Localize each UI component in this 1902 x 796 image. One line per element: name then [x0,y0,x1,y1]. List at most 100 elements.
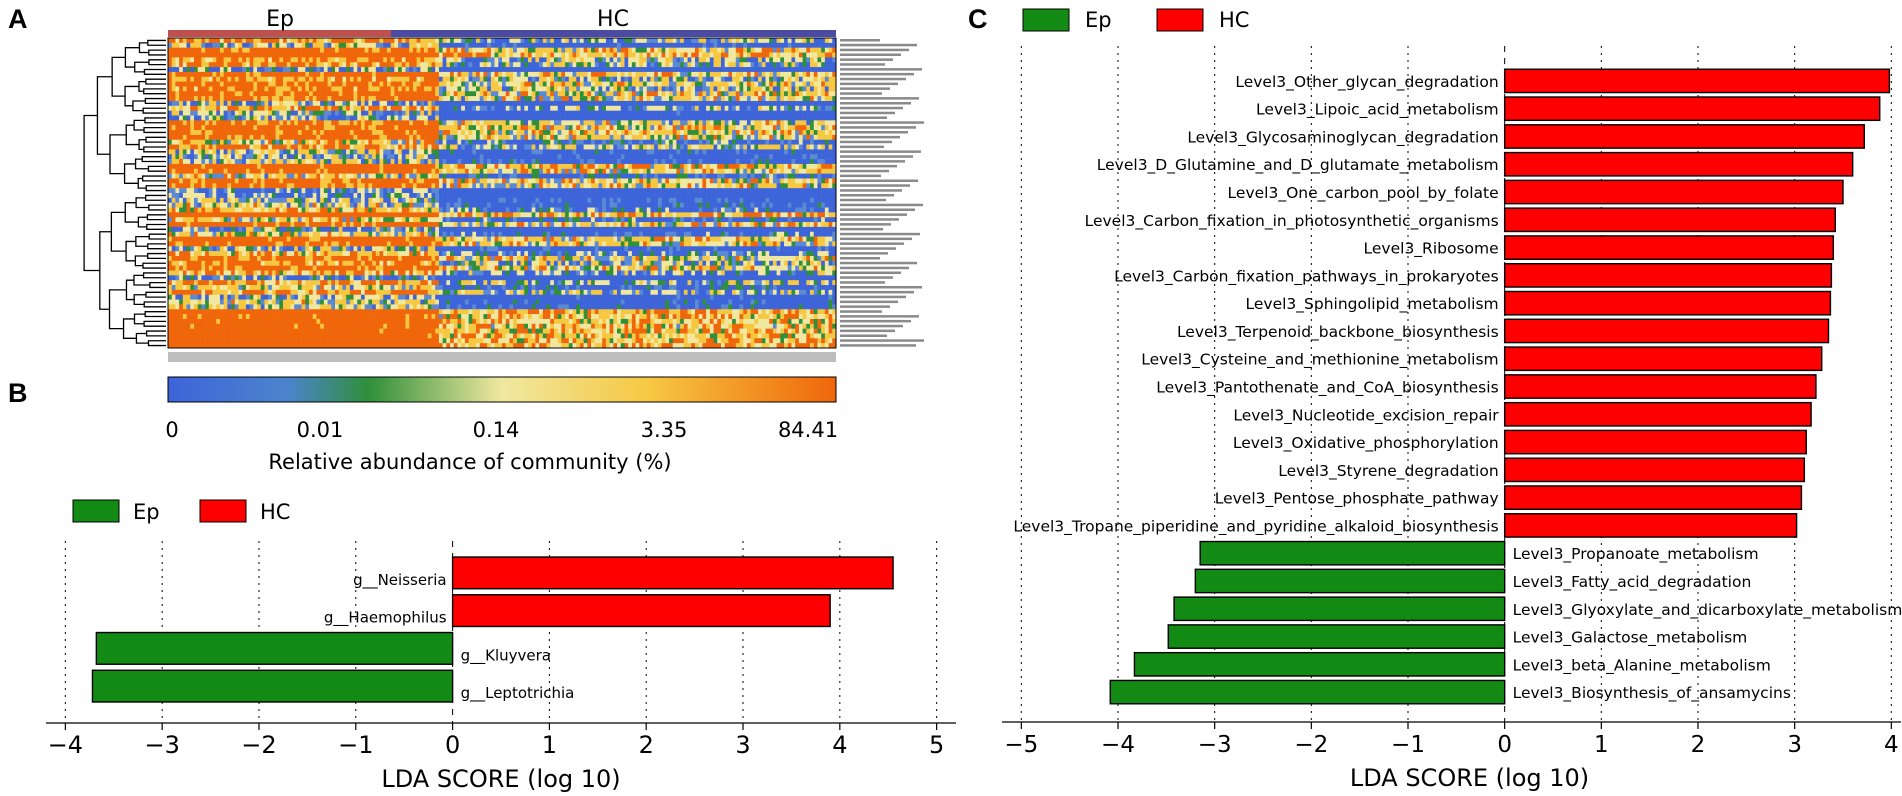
heatmap-cell [450,159,455,165]
heatmap-cell [335,47,340,53]
heatmap-cell [546,105,551,111]
heatmap-cell [717,125,722,131]
heatmap-cell [628,96,633,102]
heatmap-cell [416,154,421,160]
heatmap-cell [676,42,681,48]
heatmap-cell [735,42,740,48]
heatmap-cell [598,149,603,155]
heatmap-cell [787,96,792,102]
heatmap-cell [472,38,477,44]
heatmap-cell [628,130,633,136]
heatmap-cell [375,163,380,170]
heatmap-cell [520,105,525,111]
heatmap-cell [669,144,674,150]
heatmap-cell [765,71,770,78]
heatmap-cell [605,57,610,63]
heatmap-cell [182,76,187,82]
heatmap-cell [631,139,636,145]
heatmap-cell [479,159,484,165]
heatmap-cell [535,67,540,73]
heatmap-cell [561,134,566,141]
heatmap-cell [249,71,254,78]
heatmap-cell [320,130,325,136]
heatmap-cell [817,42,822,48]
heatmap-cell [527,130,532,136]
heatmap-cell [683,100,688,107]
heatmap-cell [791,62,796,68]
heatmap-cell [635,105,640,111]
heatmap-cell [498,149,503,155]
heatmap-cell [453,154,458,160]
heatmap-cell [275,105,280,111]
heatmap-cell [331,154,336,160]
heatmap-cell [420,105,425,111]
heatmap-cell [576,134,581,141]
heatmap-cell [190,42,195,48]
heatmap-cell [372,115,377,121]
heatmap-cell [201,38,206,44]
heatmap-cell [810,96,815,102]
heatmap-cell [746,38,751,44]
heatmap-cell [524,81,529,87]
heatmap-cell [420,134,425,141]
heatmap-cell [357,81,362,87]
heatmap-cell [724,52,729,58]
heatmap-cell [346,139,351,145]
heatmap-cell [316,163,321,170]
heatmap-cell [409,76,414,82]
heatmap-cell [412,139,417,145]
heatmap-cell [342,81,347,87]
heatmap-cell [398,110,403,116]
heatmap-cell [735,100,740,107]
heatmap-cell [490,154,495,160]
heatmap-cell [227,47,232,53]
heatmap-cell [186,38,191,44]
heatmap-cell [598,120,603,126]
heatmap-cell [427,76,432,82]
heatmap-cell [646,105,651,111]
heatmap-cell [706,81,711,87]
heatmap-cell [702,149,707,155]
heatmap-cell [591,154,596,160]
heatmap-cell [709,105,714,111]
heatmap-cell [197,96,202,102]
heatmap-cell [357,42,362,48]
heatmap-cell [257,52,262,58]
heatmap-cell [260,57,265,63]
heatmap-cell [316,159,321,165]
heatmap-cell [398,52,403,58]
heatmap-cell [412,52,417,58]
heatmap-cell [698,163,703,170]
heatmap-cell [398,96,403,102]
heatmap-cell [468,57,473,63]
heatmap-cell [828,149,833,155]
heatmap-cell [201,105,206,111]
heatmap-cell [227,67,232,73]
heatmap-cell [724,81,729,87]
heatmap-cell [249,139,254,145]
heatmap-cell [743,159,748,165]
heatmap-cell [476,57,481,63]
heatmap-cell [594,67,599,73]
heatmap-cell [360,125,365,131]
heatmap-cell [754,120,759,126]
heatmap-cell [390,168,395,174]
heatmap-cell [572,163,577,170]
heatmap-cell [271,149,276,155]
heatmap-cell [498,139,503,145]
heatmap-cell [780,144,785,150]
heatmap-cell [186,139,191,145]
heatmap-cell [234,52,239,58]
heatmap-cell [524,105,529,111]
heatmap-cell [535,159,540,165]
heatmap-cell [605,71,610,78]
heatmap-cell [750,163,755,170]
heatmap-cell [435,52,440,58]
heatmap-cell [212,105,217,111]
heatmap-cell [182,86,187,92]
heatmap-cell [405,125,410,131]
heatmap-cell [527,71,532,78]
heatmap-cell [305,134,310,141]
heatmap-cell [401,38,406,44]
heatmap-cell [617,139,622,145]
